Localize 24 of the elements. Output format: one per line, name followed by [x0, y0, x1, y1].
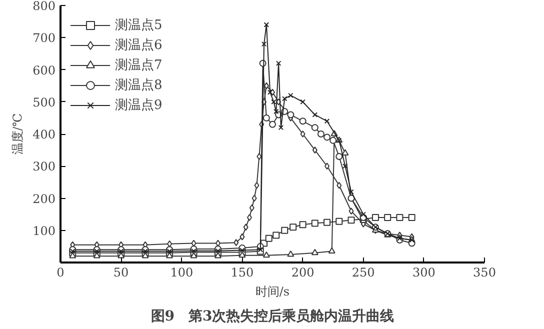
x-tick-label: 300	[412, 266, 436, 280]
y-tick-label: 500	[32, 95, 56, 110]
legend-label: 测温点9	[115, 97, 162, 114]
y-tick-label: 700	[32, 31, 56, 46]
y-tick-label: 800	[32, 0, 56, 13]
legend-label: 测温点7	[115, 57, 162, 74]
x-tick-label: 0	[56, 266, 64, 280]
y-tick-label: 600	[32, 63, 56, 78]
y-tick-label: 400	[32, 128, 56, 142]
x-tick-label: 200	[291, 266, 314, 280]
x-axis-title: 时间/s	[255, 284, 290, 298]
y-axis-title: 温度/℃	[10, 113, 25, 155]
x-tick-label: 100	[170, 266, 194, 280]
x-tick-label: 150	[230, 266, 254, 280]
x-tick-label: 350	[473, 266, 496, 280]
x-tick-label: 50	[113, 266, 129, 280]
y-tick-label: 100	[32, 224, 56, 238]
x-tick-label: 250	[352, 266, 375, 280]
text: 图9 第3次热失控后乘员舱内温升曲线	[150, 308, 394, 324]
y-tick-label: 200	[32, 192, 56, 206]
legend-label: 测温点6	[115, 37, 162, 54]
legend-label: 测温点5	[115, 17, 162, 34]
legend-label: 测温点8	[115, 77, 162, 94]
y-tick-label: 300	[32, 160, 56, 174]
